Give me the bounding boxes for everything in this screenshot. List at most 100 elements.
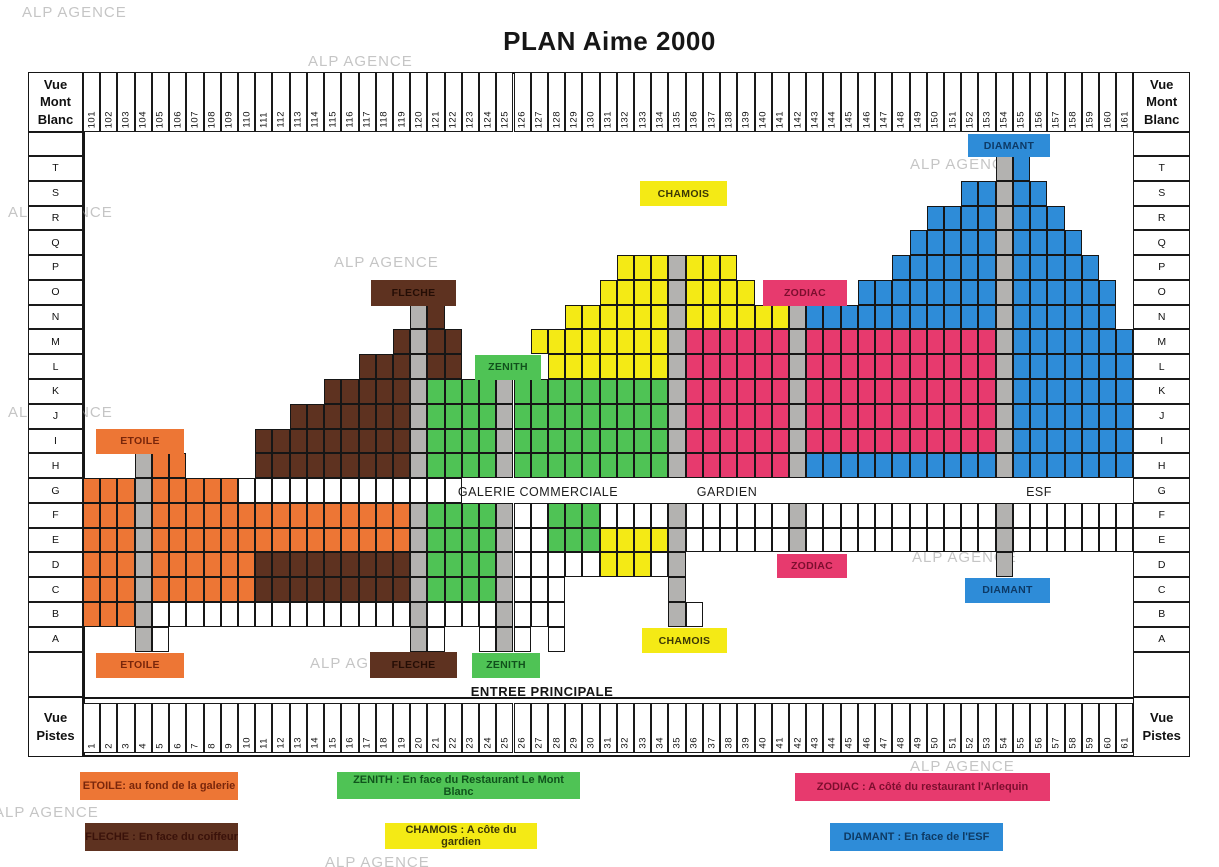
apartment-number-cell: 113: [289, 72, 307, 132]
grid-cell-chamois-yellow: [634, 279, 652, 305]
piste-number-cell: 44: [823, 703, 841, 753]
apartment-number: 125: [499, 110, 511, 128]
floor-letter-T: T: [1133, 156, 1190, 181]
grid-cell-empty-white: [1030, 502, 1048, 528]
grid-cell-zenith-green: [479, 403, 497, 429]
grid-cell-etoile-orange: [100, 577, 118, 603]
piste-number: 29: [568, 737, 580, 749]
grid-cell-fleche-brown: [358, 354, 376, 379]
grid-cell-etoile-orange: [237, 577, 256, 603]
grid-cell-empty-white: [978, 502, 996, 528]
grid-cell-etoile-orange: [255, 502, 273, 528]
grid-cell-fleche-brown: [306, 403, 325, 429]
grid-cell-diamant-blue: [978, 453, 996, 479]
grid-cell-chamois-yellow: [582, 304, 600, 330]
grid-cell-etoile-orange: [151, 502, 170, 528]
grid-cell-empty-white: [771, 527, 790, 553]
apartment-number: 137: [706, 110, 718, 128]
piste-number: 7: [189, 743, 201, 749]
apartment-number-cell: 134: [651, 72, 669, 132]
grid-cell-zodiac-pink: [875, 379, 893, 404]
grid-cell-fleche-brown: [341, 453, 359, 479]
grid-cell-zenith-green: [427, 428, 445, 454]
grid-cell-empty-white: [220, 602, 238, 627]
grid-cell-empty-white: [289, 478, 307, 503]
grid-cell-zodiac-pink: [702, 428, 721, 454]
grid-cell-diamant-blue: [944, 304, 962, 330]
grid-cell-diamant-blue: [1064, 428, 1082, 454]
grid-cell-etoile-orange: [83, 502, 101, 528]
piste-number: 31: [602, 737, 614, 749]
grid-cell-diamant-blue: [1098, 403, 1117, 429]
grid-cell-diamant-blue: [1047, 354, 1065, 379]
grid-cell-zodiac-pink: [961, 428, 979, 454]
apartment-number-cell: 111: [255, 72, 273, 132]
grid-cell-zodiac-pink: [944, 329, 962, 355]
legend-etoile: ETOILE: au fond de la galerie: [80, 772, 238, 800]
grid-cell-elevator-gray: [995, 552, 1013, 578]
grid-cell-elevator-gray: [496, 453, 514, 479]
apartment-number-cell: 132: [616, 72, 635, 132]
grid-cell-diamant-blue: [1012, 279, 1031, 305]
floor-letter-J: J: [1133, 403, 1190, 429]
grid-cell-zodiac-pink: [961, 403, 979, 429]
grid-cell-zenith-green: [461, 577, 480, 603]
grid-cell-zenith-green: [547, 453, 566, 479]
grid-cell-zenith-green: [599, 453, 617, 479]
piste-number: 18: [378, 737, 390, 749]
grid-cell-diamant-blue: [944, 255, 962, 280]
grid-cell-diamant-blue: [944, 453, 962, 479]
grid-cell-zodiac-pink: [857, 379, 876, 404]
grid-cell-diamant-blue: [1064, 329, 1082, 355]
grid-cell-elevator-gray: [789, 428, 807, 454]
grid-cell-zenith-green: [547, 428, 566, 454]
grid-cell-zodiac-pink: [806, 403, 824, 429]
grid-cell-empty-white: [892, 502, 910, 528]
grid-cell-etoile-orange: [83, 527, 101, 553]
grid-cell-empty-white: [1081, 502, 1099, 528]
piste-number: 4: [137, 743, 149, 749]
grid-cell-diamant-blue: [857, 304, 876, 330]
grid-cell-zodiac-pink: [806, 354, 824, 379]
grid-cell-diamant-blue: [1030, 428, 1048, 454]
grid-cell-elevator-gray: [668, 502, 686, 528]
grid-cell-empty-white: [875, 502, 893, 528]
grid-cell-zenith-green: [616, 428, 635, 454]
grid-cell-diamant-blue: [926, 304, 944, 330]
grid-cell-diamant-blue: [1064, 453, 1082, 479]
apartment-number: 154: [998, 110, 1010, 128]
grid-cell-zenith-green: [427, 502, 445, 528]
grid-cell-chamois-yellow: [685, 279, 703, 305]
grid-cell-etoile-orange: [203, 577, 221, 603]
piste-number: 37: [706, 737, 718, 749]
left-column-divider: [83, 72, 85, 757]
grid-cell-chamois-yellow: [634, 329, 652, 355]
apartment-number-cell: 124: [479, 72, 497, 132]
grid-cell-etoile-orange: [100, 502, 118, 528]
apartment-number-cell: 139: [737, 72, 755, 132]
apartment-number-cell: 140: [754, 72, 772, 132]
grid-cell-diamant-blue: [1012, 304, 1031, 330]
grid-cell-chamois-yellow: [737, 304, 755, 330]
piste-number: 52: [964, 737, 976, 749]
zodiac-bottom-label: ZODIAC: [777, 553, 847, 578]
floor-letter-J: J: [28, 403, 83, 429]
grid-cell-zenith-green: [444, 403, 462, 429]
floor-letter-E: E: [1133, 527, 1190, 553]
apartment-number-cell: 160: [1098, 72, 1117, 132]
grid-cell-zodiac-pink: [961, 354, 979, 379]
grid-cell-diamant-blue: [1030, 180, 1048, 206]
grid-cell-empty-white: [151, 626, 170, 652]
grid-cell-fleche-brown: [289, 577, 307, 603]
grid-cell-zenith-green: [547, 527, 566, 553]
grid-cell-fleche-brown: [341, 379, 359, 404]
piste-number: 24: [482, 737, 494, 749]
floor-letter-D: D: [28, 552, 83, 578]
grid-cell-diamant-blue: [875, 279, 893, 305]
piste-number: 43: [809, 737, 821, 749]
piste-number-cell: 11: [255, 703, 273, 753]
grid-cell-elevator-gray: [668, 527, 686, 553]
grid-cell-zenith-green: [427, 403, 445, 429]
apartment-number: 156: [1033, 110, 1045, 128]
piste-number-cell: 35: [668, 703, 686, 753]
